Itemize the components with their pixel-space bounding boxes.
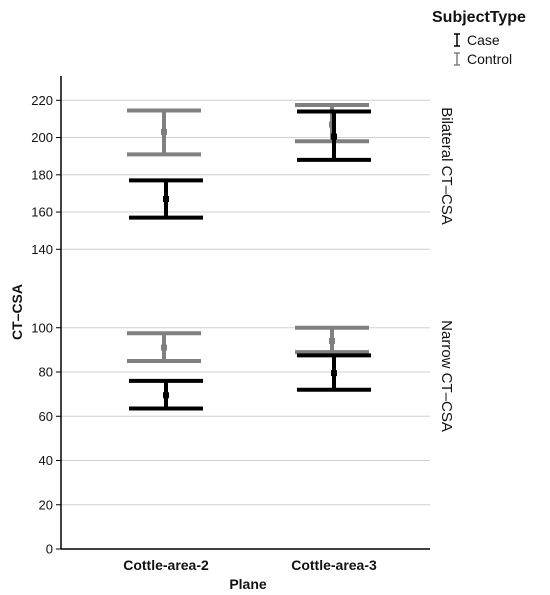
axes [60,76,430,550]
panel-label-bilateral: Bilateral CT–CSA [438,107,455,225]
y-tick-label: 40 [39,453,53,468]
mean-point [161,344,167,351]
mean-point [163,392,169,399]
y-tick-label: 220 [31,93,53,108]
y-tick-label: 140 [31,242,53,257]
panel-label-narrow: Narrow CT–CSA [438,320,455,432]
x-tick-label: Cottle-area-2 [123,557,209,573]
error-bars [127,102,371,411]
mean-point [161,128,167,135]
y-tick-label: 20 [39,497,53,512]
y-tick-label: 0 [46,542,53,557]
y-axis-title: CT–CSA [9,284,25,340]
y-ticks: 140 160 180 200 220 0 20 40 60 80 100 [31,93,61,557]
mean-point [163,196,169,203]
mean-point [331,133,337,140]
y-tick-label: 160 [31,205,53,220]
x-axis-title: Plane [229,576,267,592]
legend-entry-label: Control [467,51,512,67]
gridlines [61,99,430,550]
y-tick-label: 200 [31,130,53,145]
legend: SubjectType Case Control [432,9,526,67]
y-tick-label: 60 [39,409,53,424]
legend-items: Case Control [454,32,512,67]
y-tick-label: 180 [31,167,53,182]
x-tick-label: Cottle-area-3 [291,557,377,573]
y-tick-label: 80 [39,365,53,380]
y-tick-label: 100 [31,320,53,335]
x-ticks: Cottle-area-2 Cottle-area-3 [123,557,377,573]
legend-title: SubjectType [432,9,526,26]
mean-point [329,338,335,345]
mean-point [331,370,337,377]
legend-entry-label: Case [467,32,500,48]
